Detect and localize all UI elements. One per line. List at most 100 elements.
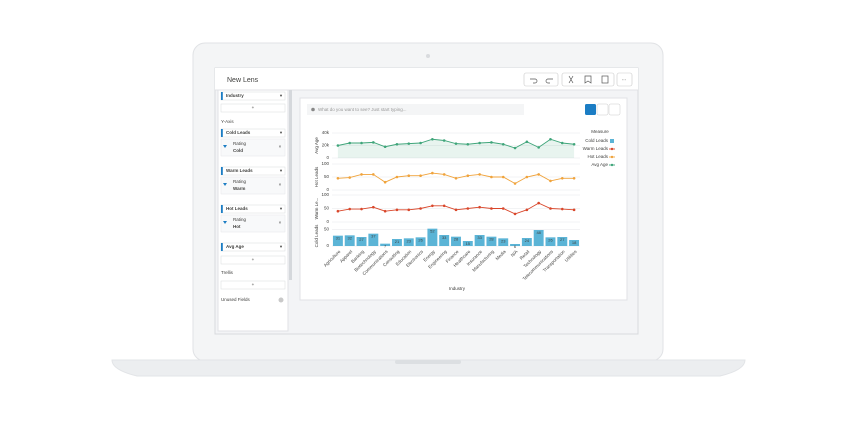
search-box[interactable] [307, 104, 524, 115]
y-tick-label: 100 [321, 161, 329, 166]
point [537, 146, 540, 149]
filter-value: Hot [233, 224, 241, 229]
add-button[interactable] [220, 103, 286, 113]
y-tick-label: 0 [326, 243, 329, 248]
point [490, 141, 493, 144]
bar-label: 18 [572, 240, 577, 245]
legend-swatch [610, 147, 614, 151]
more-icon: ··· [622, 77, 627, 83]
point [501, 175, 505, 179]
area [337, 139, 575, 158]
y-tick-label: 0 [326, 155, 329, 160]
actions[interactable] [561, 72, 615, 87]
pill-label: Industry [226, 93, 244, 98]
point [525, 175, 529, 179]
point [383, 180, 387, 184]
table-mode[interactable] [596, 103, 609, 116]
bar [439, 235, 450, 246]
point [560, 207, 564, 211]
point [372, 173, 375, 176]
y-axis-title: Hot Leads [314, 166, 319, 187]
pill-menu: ▾ [280, 130, 283, 135]
chart-mode[interactable] [585, 104, 596, 115]
undo-redo[interactable] [523, 72, 559, 87]
bar-label: 26 [418, 237, 423, 242]
bar [474, 235, 485, 246]
undo-icon [530, 78, 538, 84]
bar-label: 15 [466, 241, 471, 246]
y-tick-label: 0 [326, 219, 329, 224]
pill-accent [221, 92, 223, 100]
point [383, 209, 387, 213]
bar [368, 233, 379, 246]
legend-label: Hot Leads [587, 154, 608, 159]
y-tick-label: 40k [322, 130, 330, 135]
bar-label: 23 [501, 238, 506, 243]
x-tick-label: Retail [519, 249, 531, 261]
add-button[interactable] [220, 280, 286, 290]
bar-label: 28 [489, 237, 494, 242]
pill-label: Cold Leads [226, 130, 251, 135]
legend-title: Measure [591, 129, 609, 134]
point [372, 205, 375, 209]
pill-accent [221, 205, 223, 213]
point [336, 144, 340, 147]
laptop-base [111, 359, 746, 377]
y-tick-label: 100 [321, 192, 329, 197]
bar-label: 48 [536, 230, 541, 235]
section-label: Trellis [221, 270, 234, 275]
point [407, 174, 411, 177]
bar [545, 237, 556, 246]
filter-value: Warm [233, 186, 245, 191]
bar-label: 7 [384, 244, 387, 249]
pill-label: Hot Leads [226, 206, 248, 211]
point [572, 177, 576, 180]
point [431, 204, 434, 208]
bar [557, 237, 568, 246]
point [419, 207, 422, 210]
filter-label: Rating [233, 179, 247, 184]
filter-box [220, 138, 286, 157]
legend-swatch [610, 139, 614, 143]
point [395, 142, 399, 146]
filter-remove[interactable]: × [279, 182, 282, 187]
point [513, 212, 517, 216]
bar-label: 28 [454, 237, 459, 242]
chart-panel [299, 97, 628, 301]
pill-accent [221, 129, 223, 137]
lens-title: New Lens [227, 77, 259, 84]
add-button[interactable] [220, 255, 286, 265]
bar [380, 243, 391, 246]
point [478, 141, 481, 145]
point [442, 204, 446, 208]
bar-label: 6 [514, 244, 517, 249]
legend-label: Warm Leads [583, 146, 609, 151]
filter-remove[interactable]: × [279, 220, 282, 225]
search-icon [311, 107, 315, 112]
pill-accent [221, 243, 223, 251]
legend-label: Cold Leads [585, 138, 609, 143]
bar-label: 27 [560, 237, 565, 242]
pill-menu: ▾ [280, 168, 283, 173]
filter-remove[interactable]: × [279, 144, 282, 149]
point [431, 137, 434, 141]
pill-accent [221, 167, 223, 175]
bar [403, 238, 414, 246]
query-mode[interactable] [608, 103, 621, 116]
y-tick-label: 50 [324, 227, 330, 232]
point [478, 205, 481, 209]
point [560, 177, 564, 180]
point [348, 176, 352, 179]
legend-label: Avg Age [591, 162, 608, 167]
bar-label: 23 [407, 238, 412, 243]
filter-box [220, 214, 286, 233]
bar [356, 237, 367, 246]
more[interactable] [616, 72, 633, 87]
point [454, 177, 458, 180]
point [549, 179, 552, 183]
point [395, 175, 399, 179]
bar [427, 228, 438, 246]
point [454, 208, 458, 212]
point [336, 177, 340, 180]
